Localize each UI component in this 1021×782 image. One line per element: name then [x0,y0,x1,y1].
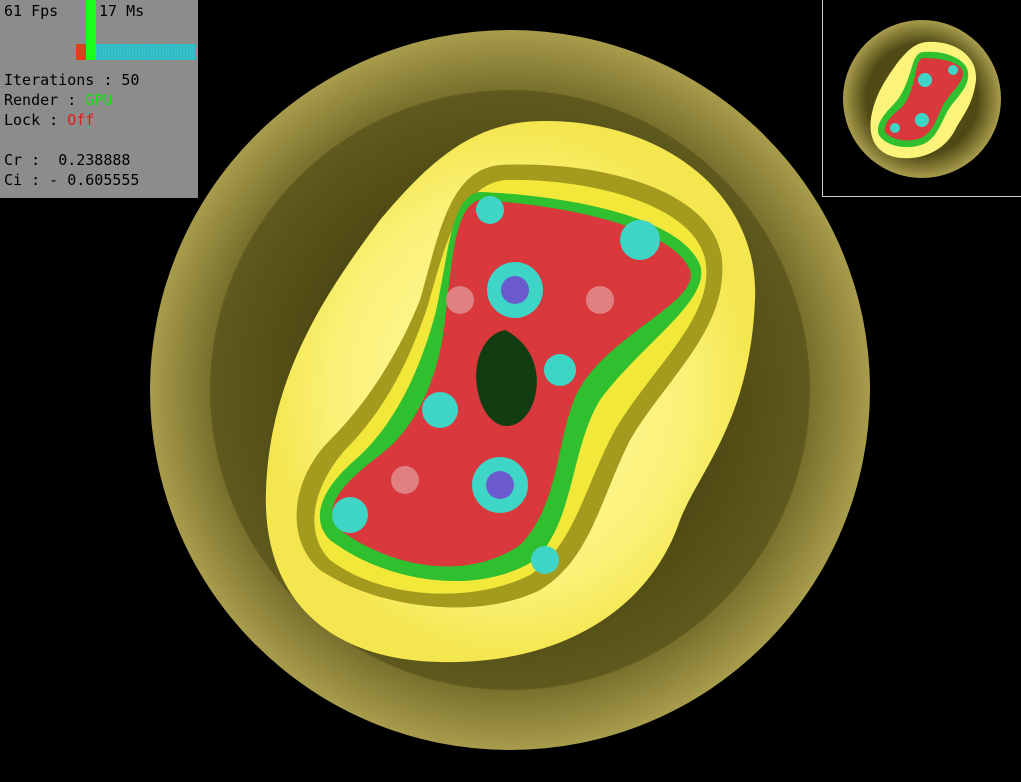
fps-min-bar [76,44,86,60]
fps-label: 61 Fps [4,2,59,20]
render-value: GPU [85,91,113,109]
lock-label: Lock : [4,111,59,129]
cr-value: 0.238888 [58,151,131,169]
render-label: Render : [4,91,77,109]
ci-value: - 0.605555 [49,171,140,189]
cr-line: Cr : 0.238888 [4,150,130,170]
stats-panel: 61 Fps 17 Ms Iterations : 50 Render : GP… [0,0,198,198]
iterations-line: Iterations : 50 [4,70,139,90]
minimap-preview[interactable] [822,0,1021,197]
iterations-value: 50 [121,71,140,89]
cr-label: Cr : [4,151,41,169]
render-line: Render : GPU [4,90,112,110]
ci-label: Ci : [4,171,41,189]
iterations-label: Iterations : [4,71,113,89]
lock-value: Off [67,111,95,129]
ms-graph-bar [96,44,196,60]
fps-graph-bar [86,0,96,60]
lock-line: Lock : Off [4,110,94,130]
ci-line: Ci : - 0.605555 [4,170,139,190]
fractal-detail-spots [332,196,660,574]
ms-label: 17 Ms [99,2,145,20]
minimap-fractal [843,20,1001,178]
fractal-hollow [476,330,537,427]
